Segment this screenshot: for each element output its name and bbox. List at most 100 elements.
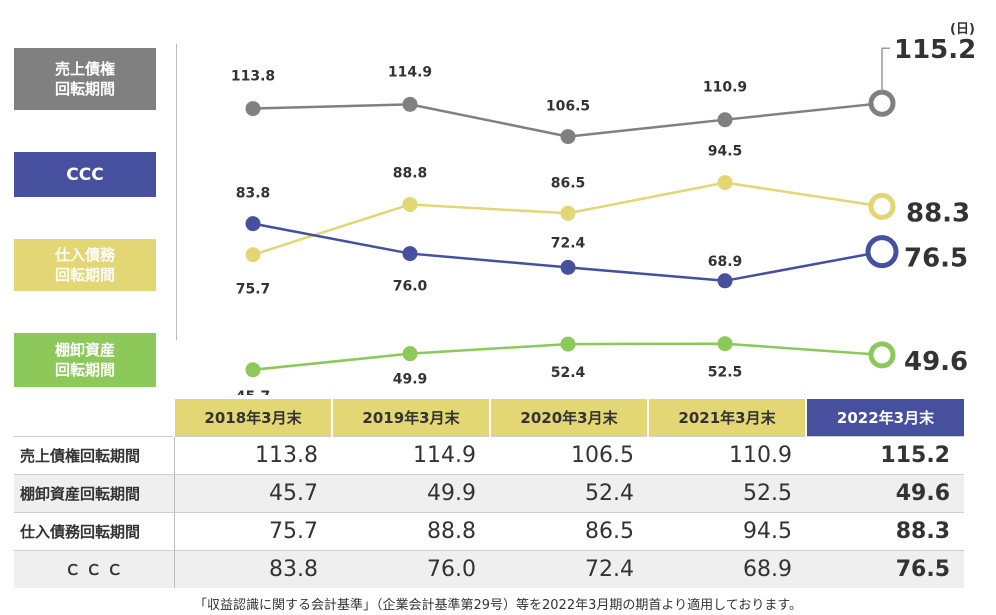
- data-label-latest: 115.2: [894, 35, 976, 65]
- row-label: ＣＣＣ: [14, 550, 175, 588]
- legend-label: 仕入債務 回転期間: [55, 245, 115, 285]
- data-point: [560, 336, 576, 352]
- data-point: [560, 129, 576, 145]
- legend-divider: [176, 44, 177, 340]
- legend-label-line: 回転期間: [54, 361, 115, 379]
- legend-label-line: 棚卸資産: [54, 341, 115, 359]
- legend-item: CCC: [14, 152, 156, 197]
- row-label: 棚卸資産回転期間: [14, 474, 175, 512]
- data-point: [717, 112, 733, 128]
- table-cell: 106.5: [571, 442, 634, 468]
- data-label: 68.9: [708, 254, 743, 270]
- data-label: 72.4: [551, 235, 586, 251]
- legend-item: 仕入債務 回転期間: [14, 239, 156, 291]
- data-label: 110.9: [703, 80, 747, 96]
- data-point: [245, 362, 261, 378]
- data-label: 52.4: [551, 365, 586, 381]
- column-header-latest: 2022年3月末: [805, 399, 964, 436]
- data-point: [402, 96, 418, 112]
- row-label: 売上債権回転期間: [14, 436, 175, 474]
- unit-label: (日): [950, 22, 975, 37]
- table-cell: 45.7: [269, 480, 318, 506]
- data-point: [402, 246, 418, 262]
- table-cell: 110.9: [729, 442, 792, 468]
- table-cell: 88.8: [427, 518, 476, 544]
- data-label-latest: 49.6: [904, 347, 968, 377]
- label-leader-line: [881, 47, 890, 92]
- data-point: [560, 205, 576, 221]
- column-header: 2018年3月末: [173, 399, 332, 436]
- table-row: ＣＣＣ 83.8 76.0 72.4 68.9 76.5: [14, 550, 964, 588]
- data-label: 106.5: [546, 99, 590, 115]
- legend-label: 売上債権 回転期間: [55, 59, 115, 99]
- data-point: [245, 247, 261, 263]
- table-cell-latest: 88.3: [895, 518, 950, 544]
- table-row: 売上債権回転期間 113.8 114.9 106.5 110.9 115.2: [14, 436, 964, 474]
- table-cell: 52.5: [743, 480, 792, 506]
- series-0: [245, 89, 896, 145]
- line-chart: 113.8 114.9 106.5 110.9 115.2 83.8 76.0 72.4 68.…: [231, 35, 976, 395]
- table-cell-latest: 115.2: [880, 442, 950, 468]
- table-row: 仕入債務回転期間 75.7 88.8 86.5 94.5 88.3: [14, 512, 964, 550]
- data-label: 88.8: [393, 165, 428, 181]
- data-point-latest: [865, 235, 899, 269]
- series-2: [245, 175, 896, 263]
- data-label: 86.5: [551, 175, 586, 191]
- data-point: [245, 216, 261, 232]
- data-label: 49.9: [393, 372, 428, 388]
- column-header: 2021年3月末: [647, 399, 806, 436]
- table-corner: [14, 399, 174, 436]
- legend-item: 売上債権 回転期間: [14, 48, 156, 110]
- data-label: 83.8: [236, 186, 271, 202]
- data-point: [402, 346, 418, 362]
- legend-label: 棚卸資産 回転期間: [55, 340, 115, 380]
- table-cell: 72.4: [585, 556, 634, 582]
- data-label: 75.7: [236, 282, 271, 298]
- table-cell: 68.9: [743, 556, 792, 582]
- legend-label-line: 回転期間: [54, 80, 115, 98]
- legend-label-line: 売上債権: [54, 60, 115, 78]
- data-label: 114.9: [388, 64, 432, 80]
- series-3: [245, 336, 896, 378]
- table-cell-latest: 49.6: [895, 480, 950, 506]
- table-cell: 83.8: [269, 556, 318, 582]
- data-label-latest: 88.3: [906, 198, 970, 228]
- data-point: [717, 273, 733, 289]
- data-point: [717, 175, 733, 191]
- data-point-latest: [868, 192, 896, 220]
- column-header: 2020年3月末: [489, 399, 648, 436]
- data-point: [717, 336, 733, 352]
- data-point: [245, 101, 261, 117]
- table-cell: 52.4: [585, 480, 634, 506]
- table-cell-latest: 76.5: [895, 556, 950, 582]
- table-cell: 94.5: [743, 518, 792, 544]
- legend-label-line: CCC: [66, 164, 104, 185]
- data-label-latest: 76.5: [904, 244, 968, 274]
- footnote: 「収益認識に関する会計基準」（企業会計基準第29号）等を2022年3月期の期首よ…: [193, 598, 803, 613]
- column-header: 2019年3月末: [331, 399, 490, 436]
- table-cell: 49.9: [427, 480, 476, 506]
- data-label: 76.0: [393, 279, 428, 295]
- series-1: [245, 216, 899, 289]
- legend-label-line: 回転期間: [54, 266, 115, 284]
- data-label: 45.7: [236, 389, 271, 395]
- table-cell: 114.9: [413, 442, 476, 468]
- data-point-latest: [868, 89, 896, 117]
- table-cell: 86.5: [585, 518, 634, 544]
- row-label: 仕入債務回転期間: [14, 512, 175, 550]
- legend-item: 棚卸資産 回転期間: [14, 333, 156, 387]
- data-point-latest: [868, 341, 896, 369]
- data-point: [560, 259, 576, 275]
- legend-label: CCC: [66, 165, 103, 185]
- table-cell: 76.0: [427, 556, 476, 582]
- data-point: [402, 196, 418, 212]
- table-cell: 113.8: [255, 442, 318, 468]
- data-label: 94.5: [708, 144, 743, 160]
- table-cell: 75.7: [269, 518, 318, 544]
- data-label: 113.8: [231, 69, 275, 85]
- summary-table: 2018年3月末 2019年3月末 2020年3月末 2021年3月末 2022…: [14, 399, 964, 588]
- legend-label-line: 仕入債務: [54, 246, 115, 264]
- table-header-row: 2018年3月末 2019年3月末 2020年3月末 2021年3月末 2022…: [14, 399, 964, 436]
- table-row: 棚卸資産回転期間 45.7 49.9 52.4 52.5 49.6: [14, 474, 964, 512]
- data-label: 52.5: [708, 365, 743, 381]
